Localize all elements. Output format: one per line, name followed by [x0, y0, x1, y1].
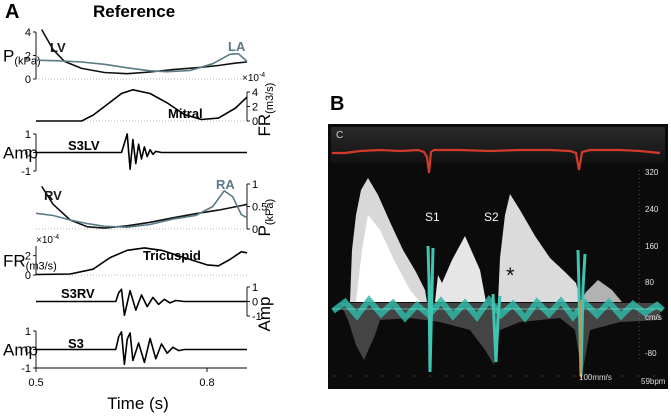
y-axis-title-s3lv: Amp — [3, 144, 38, 163]
curve-label-pressure_left-0: LV — [50, 40, 66, 55]
velocity-tick-1: 240 — [645, 205, 659, 214]
series-line-pressure_left-0 — [41, 29, 248, 75]
annotation-s2: S2 — [484, 210, 499, 224]
exponent-power-flow_tricuspid: -4 — [53, 234, 59, 241]
subplot-flow_mitral: 4 2 0 ×10-4FR(m3/s) Mitral — [36, 72, 276, 137]
curve-label-flow_mitral-0: Mitral — [168, 106, 203, 121]
spectral-envelope-4 — [580, 280, 622, 302]
heart-rate: 59bpm — [641, 377, 666, 386]
panel-a-letter: A — [5, 1, 19, 23]
exponent-label-flow_tricuspid: ×10-4 — [36, 234, 59, 246]
velocity-tick-0: 320 — [645, 168, 659, 177]
velocity-tick-2: 160 — [645, 242, 659, 251]
y-tick-label-flow_mitral-2: 0 — [252, 116, 258, 128]
series-line-flow_mitral-0 — [36, 89, 248, 122]
x-tick-label-0: 0.5 — [28, 377, 43, 389]
series-line-s3lv-0 — [36, 133, 247, 170]
y-tick-label-pressure_right-2: 0 — [252, 224, 258, 236]
y-tick-label-s3-1: 0 — [25, 345, 31, 357]
y-tick-label-flow_tricuspid-0: 2 — [25, 251, 31, 263]
panel-a-title: Reference — [93, 2, 175, 21]
y-tick-label-s3-2: -1 — [21, 363, 31, 375]
curve-label-s3rv-0: S3RV — [61, 286, 95, 301]
annotation-asterisk: * — [506, 263, 515, 288]
panel-b-letter: B — [330, 93, 344, 115]
y-axis-subtitle-pressure_right: (kPa) — [264, 199, 276, 225]
s2-spike — [491, 293, 502, 363]
ecg-trace — [332, 148, 661, 174]
x-tick-label-1: 0.8 — [199, 377, 214, 389]
y-axis-subtitle-flow_tricuspid: (m3/s) — [26, 261, 57, 273]
curve-label-s3lv-0: S3LV — [68, 138, 100, 153]
subplot-pressure_left: 4 2 0 P(kPa) LV LA — [3, 27, 248, 86]
ecg-band — [331, 127, 665, 163]
series-line-flow_tricuspid-0 — [35, 247, 248, 276]
y-axis-subtitle-flow_mitral: (m3/s) — [264, 83, 276, 114]
y-tick-label-flow_mitral-0: 4 — [252, 87, 258, 99]
exponent-label-flow_mitral: ×10-4 — [242, 72, 265, 84]
y-tick-label-flow_mitral-1: 2 — [252, 102, 258, 114]
y-tick-label-s3-0: 1 — [25, 326, 31, 338]
subplot-flow_tricuspid: 20×10-4FR(m3/s)Tricuspid — [3, 234, 248, 282]
x-axis: 0.5 0.8 Time (s) — [28, 367, 247, 413]
s1-spike — [426, 245, 435, 373]
velocity-tick-5: -80 — [645, 349, 657, 358]
velocity-unit: cm/s — [645, 313, 662, 322]
y-axis-subtitle-pressure_left: (kPa) — [14, 56, 40, 68]
doppler-image: C S1 S2 * 320 240 160 — [328, 124, 668, 389]
spectral-envelope-2 — [435, 236, 486, 302]
corner-label: C — [336, 130, 343, 141]
y-tick-label-pressure_right-0: 1 — [252, 179, 258, 191]
y-tick-label-s3lv-0: 1 — [25, 129, 31, 141]
y-tick-label-s3rv-2: -1 — [252, 311, 262, 323]
series-line-pressure_right-0 — [41, 185, 248, 229]
y-tick-label-pressure_left-0: 4 — [25, 27, 31, 39]
series-line-s3rv-0 — [36, 288, 247, 317]
spectral-core-1 — [356, 215, 420, 302]
y-tick-label-s3lv-2: -1 — [21, 166, 31, 178]
curve-label-pressure_right-1: RA — [216, 177, 235, 192]
curve-label-flow_tricuspid-0: Tricuspid — [143, 248, 201, 263]
series-line-pressure_left-1 — [35, 52, 248, 73]
subplot-s3: 1 0 -1 Amp S3 — [3, 326, 247, 375]
exponent-power-flow_mitral: -4 — [259, 72, 265, 79]
x-axis-title: Time (s) — [107, 394, 169, 413]
y-tick-label-s3lv-1: 0 — [25, 148, 31, 160]
y-axis-title-flow_mitral: FR(m3/s) — [255, 83, 276, 137]
y-axis-title-s3rv: Amp — [255, 297, 274, 332]
y-tick-label-pressure_left-2: 0 — [25, 74, 31, 86]
curve-label-s3-0: S3 — [68, 336, 84, 351]
doppler-noise-band — [331, 295, 665, 323]
spectral-envelope-3 — [498, 194, 581, 302]
velocity-scale: 320 240 160 80 cm/s -80 — [638, 168, 662, 360]
sweep-speed: 100mm/s — [579, 373, 612, 382]
curve-label-pressure_left-1: LA — [228, 39, 246, 54]
velocity-tick-3: 80 — [645, 278, 654, 287]
annotation-s1: S1 — [425, 210, 440, 224]
y-axis-title-pressure_left: P(kPa) — [3, 47, 41, 68]
subplot-s3lv: 1 0 -1 Amp S3LV — [3, 129, 247, 178]
curve-label-pressure_right-0: RV — [44, 188, 62, 203]
panel-b: B C S1 S2 * 320 — [328, 93, 668, 389]
series-line-pressure_right-1 — [35, 190, 248, 228]
y-tick-label-flow_tricuspid-1: 0 — [25, 270, 31, 282]
y-tick-label-pressure_right-1: 0.5 — [252, 202, 267, 214]
series-line-s3-0 — [36, 331, 247, 366]
y-axis-title-s3: Amp — [3, 341, 38, 360]
y-tick-label-s3rv-0: 1 — [252, 282, 258, 294]
y-tick-label-pressure_left-1: 2 — [25, 51, 31, 63]
y-tick-label-s3rv-1: 0 — [252, 297, 258, 309]
